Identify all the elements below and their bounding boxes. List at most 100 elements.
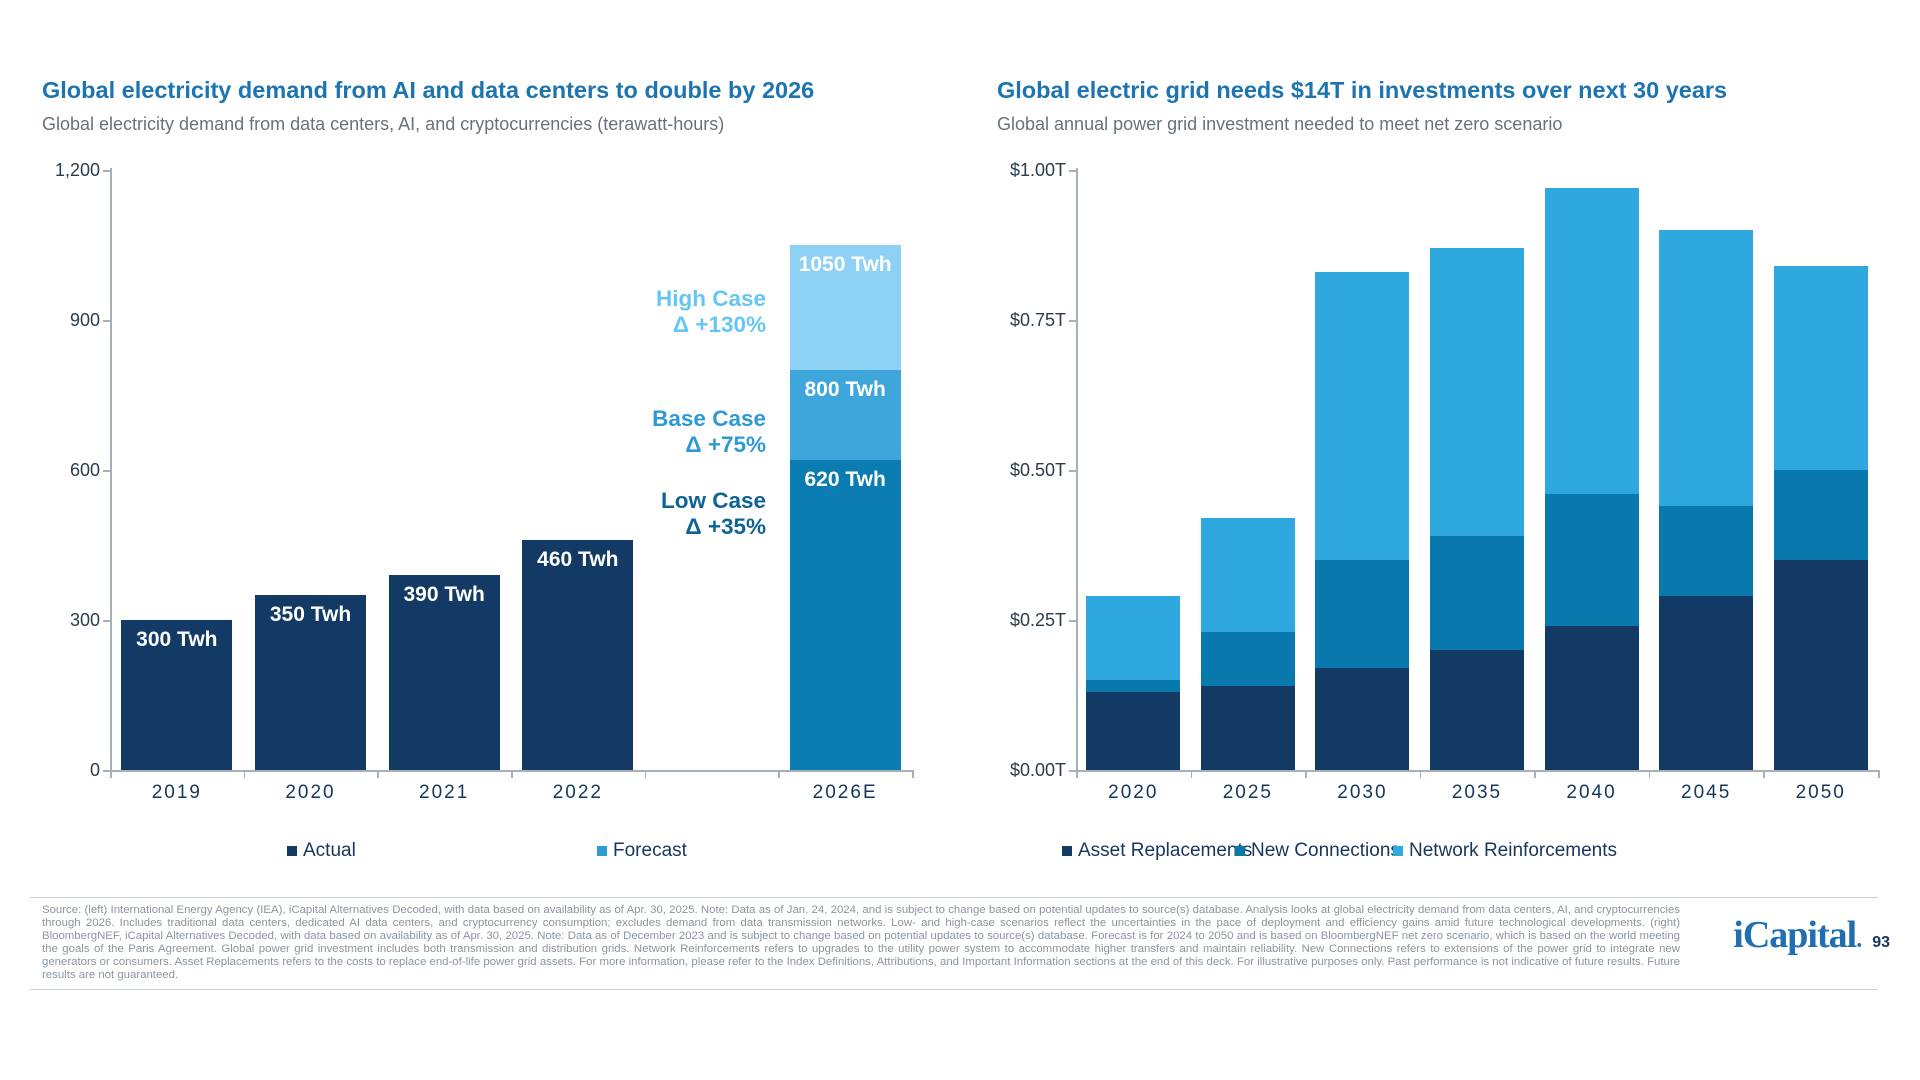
bar-segment-new-connections bbox=[1086, 680, 1181, 692]
footer-source-text: Source: (left) International Energy Agen… bbox=[42, 904, 1680, 981]
x-axis-line bbox=[1076, 770, 1878, 772]
x-tick-mark bbox=[1534, 770, 1536, 778]
bar-segment-actual bbox=[121, 620, 233, 770]
y-tick-mark bbox=[1069, 170, 1076, 172]
x-tick-mark bbox=[644, 770, 647, 778]
bar-value-label: 350 Twh bbox=[269, 603, 352, 626]
x-tick-mark bbox=[1419, 770, 1422, 778]
y-tick-label: $0.00T bbox=[1009, 760, 1066, 780]
x-tick-mark bbox=[1648, 770, 1651, 778]
y-tick-label: 600 bbox=[69, 460, 100, 480]
bar-segment-network-reinforcements bbox=[1544, 188, 1639, 494]
icapital-logo: iCapital bbox=[1733, 914, 1857, 956]
y-tick-mark bbox=[103, 320, 110, 322]
legend-marker-actual bbox=[287, 846, 297, 856]
logo-block: iCapital. 93 bbox=[1690, 915, 1890, 955]
x-tick-mark bbox=[1878, 770, 1880, 778]
x-tick-mark bbox=[243, 770, 246, 778]
right-chart-subtitle: Global annual power grid investment need… bbox=[997, 114, 1563, 134]
legend-label-asset-replacements: Asset Replacements bbox=[1078, 840, 1253, 861]
x-category-label: 2020 bbox=[285, 782, 336, 803]
annotation-low-case: Low Case Δ +35% bbox=[446, 488, 766, 540]
annotation-base-case: Base Case Δ +75% bbox=[446, 406, 766, 458]
annotation-line: Low Case bbox=[660, 488, 766, 513]
bar-segment-actual bbox=[255, 595, 366, 770]
bar-segment-asset-replacements bbox=[1544, 626, 1639, 770]
y-tick-mark bbox=[1069, 320, 1076, 322]
legend-label-network-reinforcements: Network Reinforcements bbox=[1409, 840, 1618, 861]
x-tick-mark bbox=[511, 770, 513, 778]
x-category-label: 2020 bbox=[1108, 782, 1159, 803]
right-chart-title: Global electric grid needs $14T in inves… bbox=[997, 77, 1728, 103]
bar-value-label: 620 Twh bbox=[804, 468, 886, 491]
bar-segment-asset-replacements bbox=[1430, 650, 1524, 770]
bar-segment-actual bbox=[522, 540, 634, 770]
bar-value-label: 300 Twh bbox=[136, 628, 218, 651]
page-number: 93 bbox=[1872, 934, 1890, 951]
annotation-line: Base Case bbox=[652, 406, 766, 431]
left-chart-title: Global electricity demand from AI and da… bbox=[42, 77, 815, 103]
bar-segment-new-connections bbox=[1200, 632, 1295, 686]
y-tick-label: 900 bbox=[69, 310, 100, 330]
footer-bottom-rule bbox=[30, 989, 1878, 990]
annotation-high-case: High Case Δ +130% bbox=[446, 286, 766, 338]
bar-segment-new-connections bbox=[1430, 536, 1524, 650]
bar-segment-forecast-base-case bbox=[789, 370, 901, 460]
x-category-label: 2025 bbox=[1222, 782, 1273, 803]
x-tick-mark bbox=[110, 770, 112, 778]
bar-segment-network-reinforcements bbox=[1659, 230, 1754, 506]
y-tick-label: 1,200 bbox=[54, 160, 100, 180]
bar-segment-forecast-low-case bbox=[789, 460, 901, 770]
x-category-label: 2022 bbox=[552, 782, 603, 803]
x-category-label: 2050 bbox=[1795, 782, 1846, 803]
y-axis-line bbox=[110, 168, 112, 771]
x-category-label: 2040 bbox=[1566, 782, 1617, 803]
x-tick-mark bbox=[1305, 770, 1307, 778]
x-category-label: 2030 bbox=[1337, 782, 1388, 803]
bar-segment-network-reinforcements bbox=[1315, 272, 1410, 560]
bar-segment-forecast-high-case bbox=[789, 245, 901, 370]
bar-value-label: 1050 Twh bbox=[798, 253, 892, 276]
legend-label-forecast: Forecast bbox=[613, 840, 687, 861]
bar-segment-network-reinforcements bbox=[1430, 248, 1524, 536]
bar-segment-new-connections bbox=[1315, 560, 1410, 668]
x-tick-mark bbox=[377, 770, 379, 778]
y-tick-label: 300 bbox=[69, 610, 100, 630]
left-chart-subtitle: Global electricity demand from data cent… bbox=[42, 114, 725, 134]
y-tick-label: $0.50T bbox=[1009, 460, 1066, 480]
y-axis-line bbox=[1076, 168, 1078, 771]
x-category-label: 2045 bbox=[1681, 782, 1732, 803]
y-tick-mark bbox=[1069, 770, 1076, 772]
x-tick-mark bbox=[1763, 770, 1765, 778]
legend-label-actual: Actual bbox=[303, 840, 356, 861]
bar-value-label: 460 Twh bbox=[537, 548, 619, 571]
legend-marker-network-reinforcements bbox=[1393, 846, 1403, 856]
bar-value-label: 800 Twh bbox=[804, 378, 886, 401]
legend-marker-asset-replacements bbox=[1062, 846, 1072, 856]
bar-value-label: 390 Twh bbox=[403, 583, 485, 606]
x-tick-mark bbox=[1076, 770, 1078, 778]
bar-segment-network-reinforcements bbox=[1086, 596, 1181, 680]
legend-marker-new-connections bbox=[1235, 846, 1245, 856]
legend-marker-forecast bbox=[597, 846, 607, 856]
y-tick-mark bbox=[1069, 470, 1076, 472]
bar-segment-new-connections bbox=[1544, 494, 1639, 626]
annotation-line: Δ +130% bbox=[672, 312, 766, 337]
bar-segment-asset-replacements bbox=[1086, 692, 1181, 770]
x-category-label: 2035 bbox=[1451, 782, 1503, 803]
annotation-line: Δ +75% bbox=[685, 432, 766, 457]
y-tick-mark bbox=[103, 170, 110, 172]
footer-top-rule bbox=[30, 897, 1878, 898]
x-tick-mark bbox=[912, 770, 914, 778]
bar-segment-asset-replacements bbox=[1200, 686, 1295, 770]
icapital-logo-dot: . bbox=[1856, 927, 1863, 953]
y-tick-label: $1.00T bbox=[1009, 160, 1066, 180]
legend-label-new-connections: New Connections bbox=[1251, 840, 1400, 861]
y-tick-mark bbox=[103, 620, 110, 622]
bar-segment-asset-replacements bbox=[1659, 596, 1754, 770]
bar-segment-new-connections bbox=[1773, 470, 1868, 560]
y-tick-mark bbox=[103, 470, 110, 472]
